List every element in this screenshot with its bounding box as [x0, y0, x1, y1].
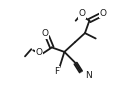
Text: F: F — [54, 67, 59, 76]
Text: N: N — [85, 71, 91, 80]
Text: O: O — [79, 9, 86, 18]
Text: O: O — [35, 48, 42, 57]
Text: O: O — [99, 9, 106, 18]
Text: O: O — [41, 29, 48, 39]
